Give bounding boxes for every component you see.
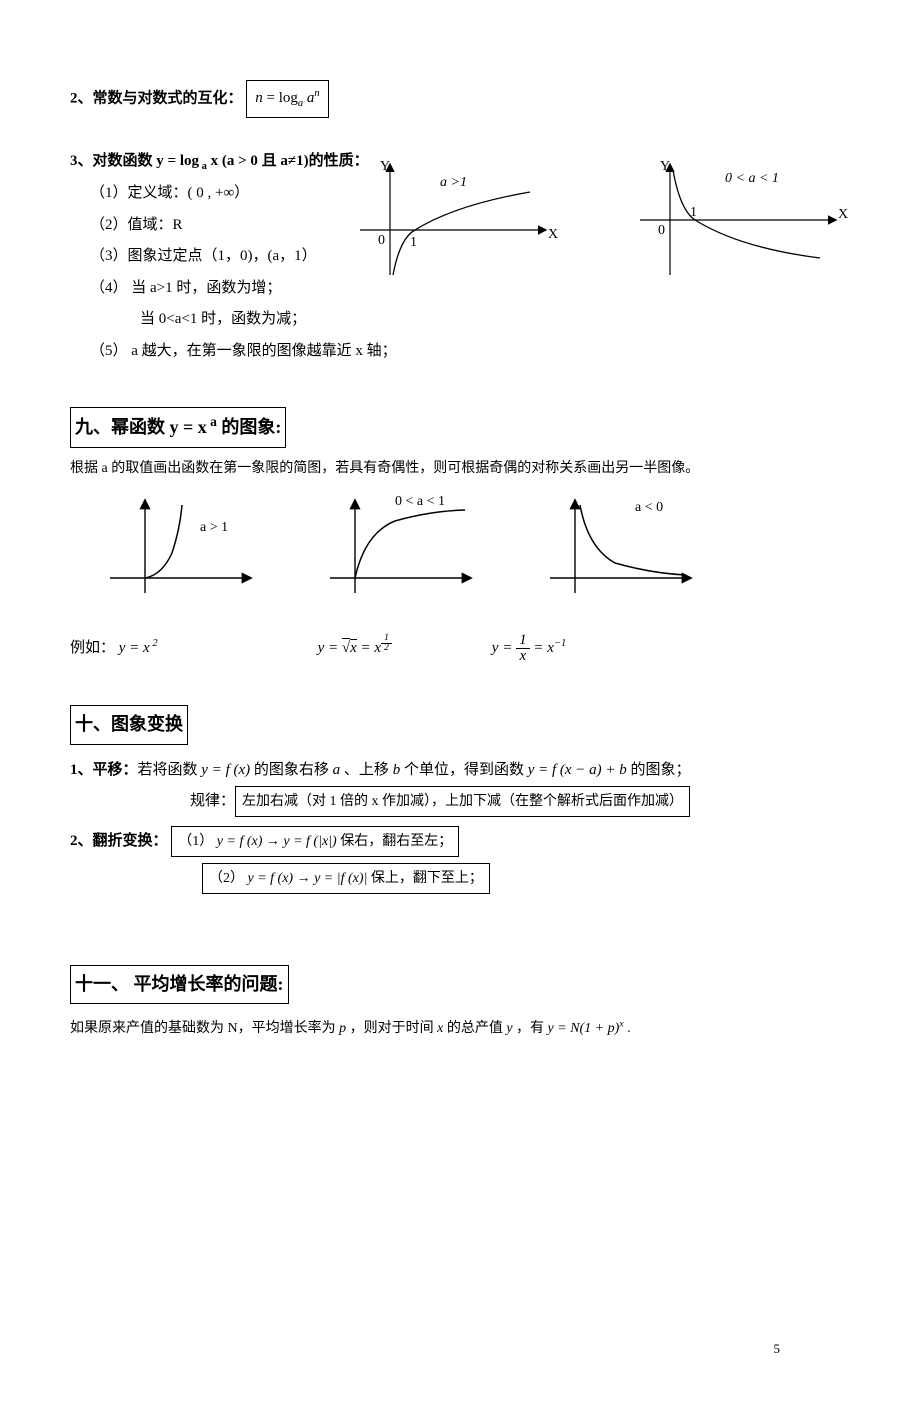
section-9: 九、幂函数 y = x a 的图象: 根据 a 的取值画出函数在第一象限的简图，… xyxy=(70,407,850,665)
sec10-p2b: （2） y = f (x) → y = |f (x)| 保上，翻下至上； xyxy=(70,863,850,895)
sec9-heading: 九、幂函数 y = x a 的图象: xyxy=(70,407,286,448)
svg-text:0: 0 xyxy=(378,233,385,248)
sec10-p2: 2、翻折变换： （1） y = f (x) → y = f (|x|) 保右，翻… xyxy=(70,826,850,858)
svg-text:0 < a < 1: 0 < a < 1 xyxy=(395,494,445,509)
sec11-text: 如果原来产值的基础数为 N，平均增长率为 p ，则对于时间 x 的总产值 y ，… xyxy=(70,1014,850,1043)
fold-box-2: （2） y = f (x) → y = |f (x)| 保上，翻下至上； xyxy=(202,863,490,894)
sec10-heading: 十、图象变换 xyxy=(70,705,188,745)
sec2-formula-box: n = loga an xyxy=(246,80,328,118)
section-10: 十、图象变换 1、平移：若将函数 y = f (x) 的图象右移 a 、上移 b… xyxy=(70,705,850,895)
ex1: 例如： y = x 2 xyxy=(70,633,158,665)
ex2: y = √x = x12 xyxy=(318,633,392,665)
log-chart-a-gt-1: Y X 0 1 a >1 xyxy=(360,160,560,280)
svg-text:Y: Y xyxy=(380,159,390,174)
svg-text:0 < a < 1: 0 < a < 1 xyxy=(725,171,779,186)
fold-box-1: （1） y = f (x) → y = f (|x|) 保右，翻右至左； xyxy=(171,826,459,857)
ex3: y = 1x = x−1 xyxy=(492,633,566,665)
svg-text:1: 1 xyxy=(410,235,417,250)
svg-text:a > 1: a > 1 xyxy=(200,520,228,535)
svg-text:a < 0: a < 0 xyxy=(635,500,663,515)
power-charts-row: a > 1 0 < a < 1 a < 0 xyxy=(100,493,850,603)
sec11-heading: 十一、 平均增长率的问题: xyxy=(70,965,289,1005)
sec10-rule: 规律：左加右减（对 1 倍的 x 作加减），上加下减（在整个解析式后面作加减） xyxy=(70,786,850,818)
sec9-desc: 根据 a 的取值画出函数在第一象限的简图，若具有奇偶性，则可根据奇偶的对称关系画… xyxy=(70,454,850,483)
svg-text:0: 0 xyxy=(658,223,665,238)
svg-text:a >1: a >1 xyxy=(440,175,467,190)
svg-text:X: X xyxy=(548,227,558,242)
section-3: 3、对数函数 y = log a x (a > 0 且 a≠1)的性质： （1）… xyxy=(70,146,850,367)
power-chart-a-mid: 0 < a < 1 xyxy=(320,493,480,603)
sec2-num: 2 xyxy=(70,90,78,106)
sec2-title: 、常数与对数式的互化： xyxy=(78,90,243,106)
svg-text:X: X xyxy=(838,207,848,222)
log-chart-a-lt-1: Y X 0 1 0 < a < 1 xyxy=(640,160,850,280)
log-charts-row: Y X 0 1 a >1 Y X 0 1 0 < a < 1 xyxy=(360,160,850,280)
sec10-p1: 1、平移：若将函数 y = f (x) 的图象右移 a 、上移 b 个单位，得到… xyxy=(70,755,850,787)
power-chart-a-gt-1: a > 1 xyxy=(100,493,260,603)
sec3-p5: （5） a 越大，在第一象限的图像越靠近 x 轴； xyxy=(90,336,850,368)
section-11: 十一、 平均增长率的问题: 如果原来产值的基础数为 N，平均增长率为 p ，则对… xyxy=(70,965,850,1044)
svg-text:1: 1 xyxy=(690,205,697,220)
section-2: 2、常数与对数式的互化： n = loga an xyxy=(70,80,850,118)
svg-text:Y: Y xyxy=(660,159,670,174)
power-chart-a-lt-0: a < 0 xyxy=(540,493,700,603)
page-number: 5 xyxy=(774,1335,781,1362)
power-examples: 例如： y = x 2 y = √x = x12 y = 1x = x−1 xyxy=(70,633,850,665)
sec3-p4b: 当 0<a<1 时，函数为减； xyxy=(90,304,850,336)
